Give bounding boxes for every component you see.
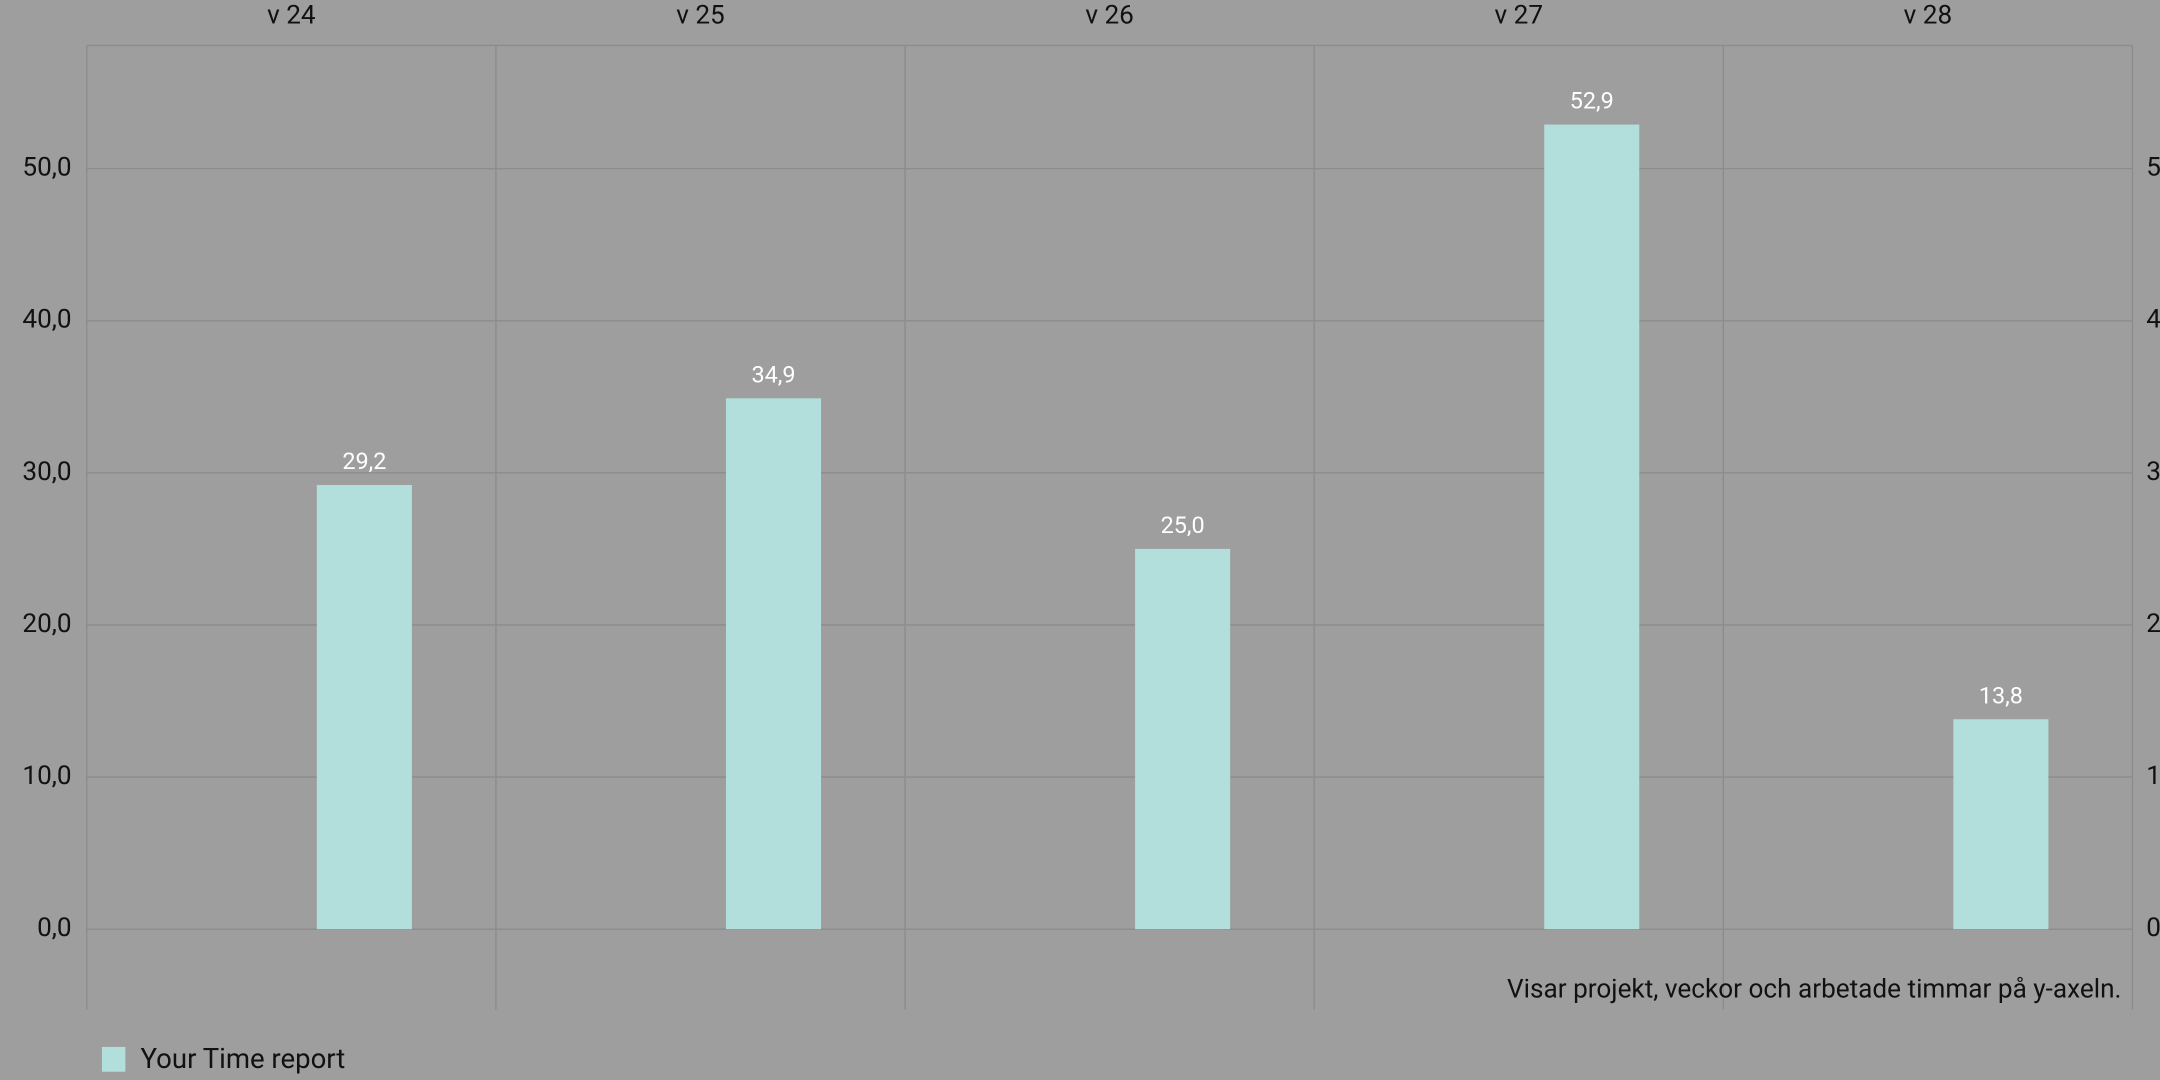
data-label: 13,8 (1979, 681, 2023, 709)
legend-swatch (101, 1046, 126, 1072)
bar (316, 485, 412, 930)
bar (1135, 548, 1231, 930)
bar (725, 398, 822, 930)
y2-tick-label: 20,0 (2146, 609, 2160, 639)
y-tick-label: 20,0 (22, 609, 71, 639)
x-tick-label: v 24 (267, 0, 316, 30)
y-tick-label: 50,0 (22, 153, 71, 183)
y2-tick-label: 50,0 (2146, 153, 2160, 183)
x-tick-label: v 25 (676, 0, 725, 30)
bar (1953, 719, 2049, 930)
chart-note: Visar projekt, veckor och arbetade timma… (1507, 974, 2121, 1004)
y-tick-label: 10,0 (22, 761, 71, 791)
x-tick-label: v 26 (1085, 0, 1134, 30)
legend-label: Your Time report (141, 1042, 346, 1075)
y2-tick-label: 40,0 (2146, 305, 2160, 335)
bar (1544, 124, 1640, 930)
data-label: 25,0 (1161, 511, 1205, 539)
data-label: 29,2 (342, 447, 386, 475)
y-tick-label: 0,0 (37, 913, 72, 943)
y-tick-label: 30,0 (22, 457, 71, 487)
x-tick-label: v 28 (1904, 0, 1953, 30)
y2-tick-label: 0,0 (2146, 913, 2160, 943)
data-label: 52,9 (1570, 87, 1614, 115)
y2-tick-label: 10,0 (2146, 761, 2160, 791)
data-label: 34,9 (751, 360, 795, 388)
x-tick-label: v 27 (1494, 0, 1543, 30)
y2-tick-label: 30,0 (2146, 457, 2160, 487)
y-tick-label: 40,0 (22, 305, 71, 335)
